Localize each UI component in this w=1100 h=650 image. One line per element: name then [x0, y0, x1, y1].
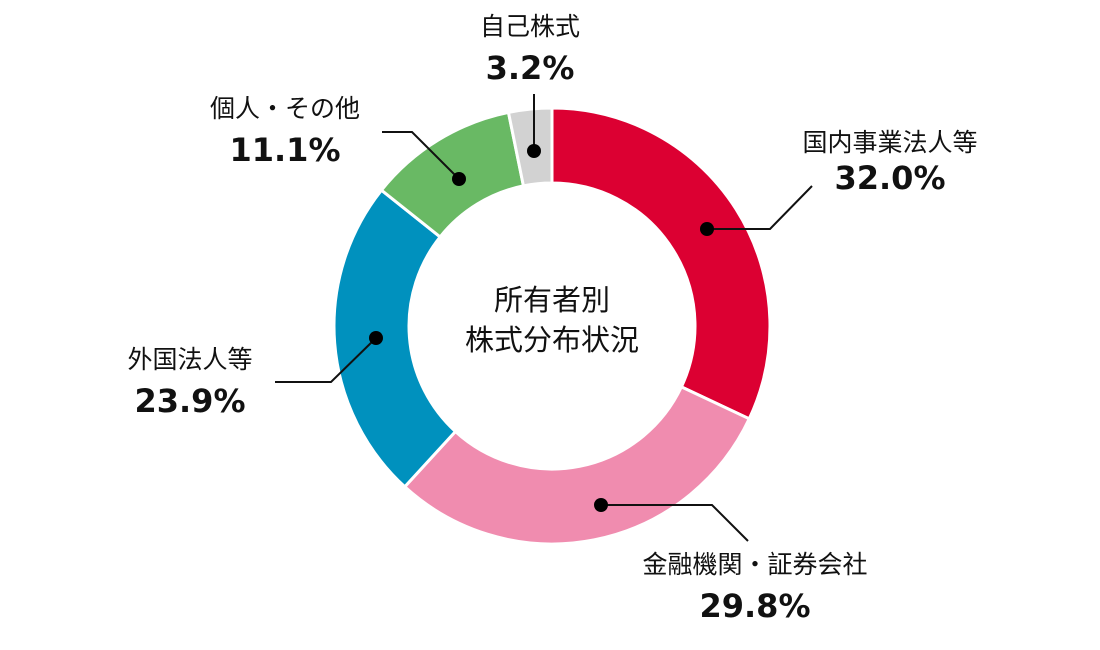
segment-domestic [550, 106, 772, 421]
label-foreign-corporations: 外国法人等 23.9% [90, 345, 290, 421]
label-name: 個人・その他 [209, 94, 360, 123]
label-domestic-corporations: 国内事業法人等 32.0% [760, 128, 1020, 198]
leader-line-financial [601, 504, 749, 542]
label-percent: 32.0% [834, 159, 946, 197]
leader-line-domestic [707, 185, 813, 230]
center-title-line1: 所有者別 [493, 283, 610, 317]
leader-dot-domestic [700, 222, 714, 236]
label-percent: 29.8% [699, 587, 811, 625]
leader-lines [275, 94, 813, 542]
label-individuals-others: 個人・その他 11.1% [180, 94, 390, 170]
label-name: 国内事業法人等 [802, 128, 978, 157]
leader-dot-financial [594, 498, 608, 512]
label-name: 外国法人等 [127, 345, 253, 374]
segment-financial [402, 384, 752, 546]
leader-dot-treasury [527, 144, 541, 158]
label-name: 自己株式 [479, 12, 580, 41]
label-financial-institutions: 金融機関・証券会社 29.8% [600, 550, 910, 626]
label-treasury-stock: 自己株式 3.2% [440, 12, 620, 88]
center-title-line2: 株式分布状況 [464, 323, 639, 357]
label-percent: 11.1% [229, 131, 341, 169]
chart-center-title: 所有者別 株式分布状況 [452, 280, 652, 360]
donut-segments [332, 106, 772, 546]
label-percent: 3.2% [485, 49, 575, 87]
label-percent: 23.9% [134, 382, 246, 420]
label-name: 金融機関・証券会社 [642, 550, 868, 579]
segment-foreign [332, 188, 458, 489]
leader-line-individual [382, 131, 460, 180]
leader-line-foreign [275, 337, 377, 383]
leader-dot-individual [452, 172, 466, 186]
leader-dot-foreign [369, 331, 383, 345]
